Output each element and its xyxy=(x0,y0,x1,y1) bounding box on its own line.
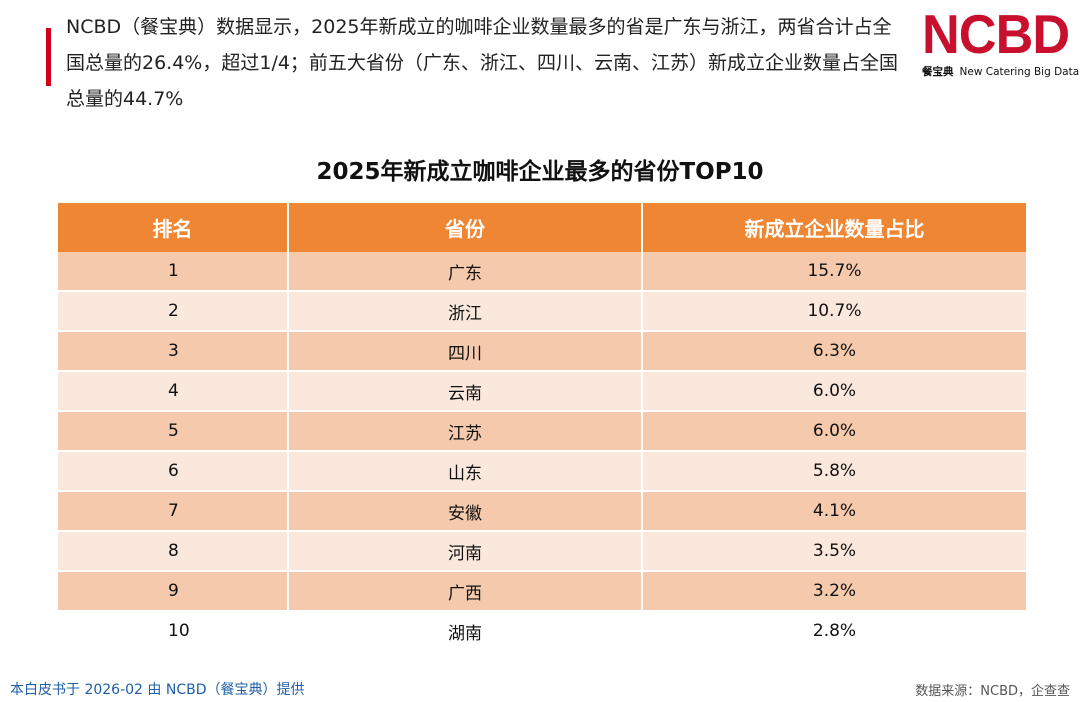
table-row: 10 湖南 2.8% xyxy=(58,611,1026,652)
table-row: 8 河南 3.5% xyxy=(58,531,1026,572)
province-cell: 广西 xyxy=(288,571,643,612)
table-title: 2025年新成立咖啡企业最多的省份TOP10 xyxy=(316,159,764,185)
rank-cell: 4 xyxy=(58,371,289,412)
rank-cell: 1 xyxy=(58,252,289,292)
rank-cell: 5 xyxy=(58,411,289,452)
rank-cell: 3 xyxy=(58,331,289,372)
share-cell: 5.8% xyxy=(642,451,1026,492)
table-row: 5 江苏 6.0% xyxy=(58,411,1026,452)
logo-mark: NCBD xyxy=(922,3,1070,65)
footer-provider-note: 本白皮书于 2026-02 由 NCBD（餐宝典）提供 xyxy=(10,682,305,698)
province-cell: 浙江 xyxy=(288,291,643,332)
province-ranking-table: 排名 省份 新成立企业数量占比 1 广东 15.7% 2 浙江 10.7% 3 … xyxy=(58,203,1026,652)
share-cell: 6.0% xyxy=(642,371,1026,412)
rank-cell: 7 xyxy=(58,491,289,532)
share-cell: 4.1% xyxy=(642,491,1026,532)
table-row: 7 安徽 4.1% xyxy=(58,491,1026,532)
province-cell: 江苏 xyxy=(288,411,643,452)
table-row: 4 云南 6.0% xyxy=(58,371,1026,412)
rank-cell: 10 xyxy=(58,611,289,652)
ncbd-logo: NCBD 餐宝典 New Catering Big Data xyxy=(922,3,1079,86)
intro-text: NCBD（餐宝典）数据显示，2025年新成立的咖啡企业数量最多的省是广东与浙江，… xyxy=(66,16,898,110)
header-share: 新成立企业数量占比 xyxy=(642,203,1026,252)
share-cell: 3.5% xyxy=(642,531,1026,572)
table-header-row: 排名 省份 新成立企业数量占比 xyxy=(58,203,1026,252)
rank-cell: 8 xyxy=(58,531,289,572)
table-row: 9 广西 3.2% xyxy=(58,571,1026,612)
province-cell: 云南 xyxy=(288,371,643,412)
rank-cell: 6 xyxy=(58,451,289,492)
province-cell: 四川 xyxy=(288,331,643,372)
logo-subtitle: 餐宝典 New Catering Big Data xyxy=(922,64,1079,79)
logo-subtitle-en: New Catering Big Data xyxy=(959,66,1080,78)
province-cell: 山东 xyxy=(288,451,643,492)
footer-data-source: 数据来源：NCBD，企查查 xyxy=(915,684,1070,699)
province-cell: 河南 xyxy=(288,531,643,572)
rank-cell: 2 xyxy=(58,291,289,332)
share-cell: 15.7% xyxy=(642,252,1026,292)
province-cell: 湖南 xyxy=(288,611,643,652)
accent-bar xyxy=(46,28,51,86)
share-cell: 10.7% xyxy=(642,291,1026,332)
table-row: 6 山东 5.8% xyxy=(58,451,1026,492)
province-cell: 安徽 xyxy=(288,491,643,532)
share-cell: 3.2% xyxy=(642,571,1026,612)
table-row: 1 广东 15.7% xyxy=(58,252,1026,292)
header-province: 省份 xyxy=(288,203,643,252)
share-cell: 2.8% xyxy=(642,611,1026,652)
share-cell: 6.3% xyxy=(642,331,1026,372)
logo-subtitle-cn: 餐宝典 xyxy=(922,66,954,78)
table-row: 3 四川 6.3% xyxy=(58,331,1026,372)
table-row: 2 浙江 10.7% xyxy=(58,291,1026,332)
province-cell: 广东 xyxy=(288,252,643,292)
header-rank: 排名 xyxy=(58,203,289,252)
share-cell: 6.0% xyxy=(642,411,1026,452)
rank-cell: 9 xyxy=(58,571,289,612)
